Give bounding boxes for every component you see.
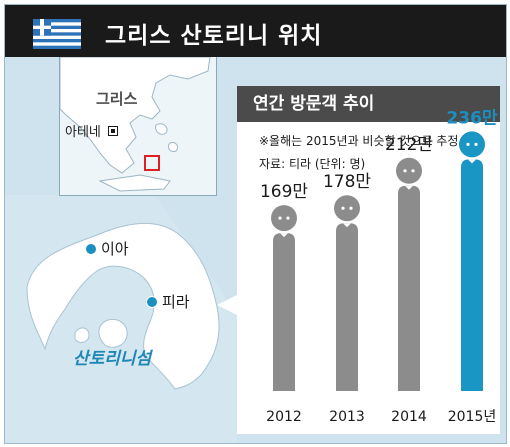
collar-icon xyxy=(405,185,413,190)
x-tick-label: 2015년 xyxy=(448,409,497,425)
town-dot-icon xyxy=(85,242,97,255)
chart-source: 자료: 티라 (단위: 명) xyxy=(259,157,366,171)
bar-head xyxy=(271,205,297,232)
santorini-map xyxy=(5,195,237,443)
santorini-locator-box xyxy=(144,155,160,171)
chart-title: 연간 방문객 추이 xyxy=(237,86,500,122)
town-dot-icon xyxy=(146,295,158,308)
greece-flag-icon xyxy=(33,19,81,49)
bar-body xyxy=(273,233,295,391)
capital-marker-icon xyxy=(108,126,119,136)
infographic: 그리스 산토리니 위치 그리스 아테네 이아 피라 xyxy=(4,4,507,444)
collar-icon xyxy=(343,223,351,228)
eye-icon xyxy=(341,206,345,210)
callout-pointer xyxy=(217,295,237,315)
chart-plot: 169만 2012 178만 2013 212만 2014 236만 2015년 xyxy=(260,108,498,425)
collar-icon xyxy=(280,233,288,238)
town-fira: 피라 xyxy=(146,291,190,312)
x-tick-label: 2013 xyxy=(329,409,365,425)
eye-icon xyxy=(403,169,407,173)
bar-body xyxy=(336,223,358,391)
eye-icon xyxy=(411,169,415,173)
x-tick-label: 2012 xyxy=(266,409,302,425)
x-tick-label: 2014 xyxy=(391,409,427,425)
data-label: 169만 xyxy=(260,182,308,202)
eye-icon xyxy=(466,142,470,146)
data-label: 178만 xyxy=(323,172,371,192)
santorini-island-shape xyxy=(26,222,220,390)
chart-note: ※올해는 2015년과 비슷할 것으로 추정 xyxy=(259,134,459,148)
page-title: 그리스 산토리니 위치 xyxy=(105,23,323,49)
collar-icon xyxy=(468,159,476,164)
bar-head xyxy=(459,131,485,158)
eye-icon xyxy=(349,206,353,210)
eye-icon xyxy=(286,216,290,220)
athens-label: 아테네 xyxy=(65,121,119,140)
town-oia: 이아 xyxy=(85,238,129,259)
greece-label: 그리스 xyxy=(96,90,138,108)
bar-body xyxy=(398,185,420,391)
eye-icon xyxy=(278,216,282,220)
visitor-chart: 연간 방문객 추이 ※올해는 2015년과 비슷할 것으로 추정 자료: 티라 … xyxy=(237,86,500,434)
data-label: 212만 xyxy=(385,135,433,155)
bar-head xyxy=(334,195,360,222)
island-name: 산토리니섬 xyxy=(73,349,152,369)
data-label: 236만 xyxy=(446,108,497,128)
header-bar: 그리스 산토리니 위치 xyxy=(5,5,506,57)
locator-map: 그리스 아테네 xyxy=(59,57,217,196)
bar-head xyxy=(396,157,422,184)
eye-icon xyxy=(474,142,478,146)
bar-body xyxy=(461,159,483,391)
